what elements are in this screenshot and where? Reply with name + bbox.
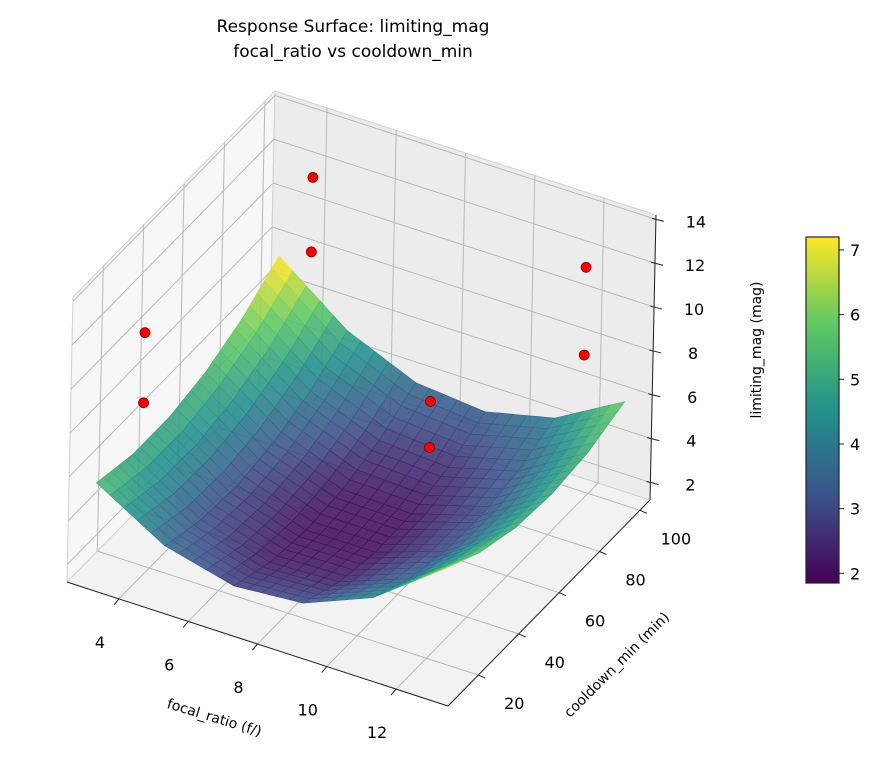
scatter-point	[307, 171, 319, 183]
y-tick	[518, 633, 526, 638]
gridline-x	[528, 175, 536, 461]
x-tick	[113, 598, 120, 606]
x-tick-label: 8	[233, 678, 243, 697]
z-axis-line	[649, 214, 657, 501]
x-tick-label: 4	[95, 633, 105, 652]
gridline-x	[395, 482, 599, 690]
scatter-point	[138, 397, 149, 409]
y-tick	[478, 674, 486, 679]
z-tick-label: 14	[686, 212, 706, 231]
y-tick	[558, 592, 567, 597]
scatter-point	[425, 396, 436, 407]
surface-facet	[429, 565, 451, 576]
z-tick	[649, 305, 663, 310]
y-tick-label: 100	[661, 529, 692, 548]
y-tick	[639, 509, 648, 514]
z-tick-label: 2	[685, 475, 695, 494]
gridline-z	[271, 226, 654, 352]
gridline-z	[72, 95, 276, 302]
y-tick-label: 60	[585, 612, 605, 631]
z-tick-label: 10	[684, 300, 704, 319]
gridline-y	[97, 550, 479, 676]
gridline-x	[459, 152, 466, 439]
colorbar: 2 3 4 5 6 7	[805, 236, 860, 584]
gridline-z	[71, 138, 275, 346]
z-axis-label: limiting_mag (mag)	[749, 281, 765, 418]
gridline-z	[69, 226, 273, 434]
y-tick-label: 20	[504, 694, 524, 713]
y-tick-label: 40	[545, 653, 565, 672]
x-tick	[321, 666, 328, 673]
gridline-z	[273, 138, 656, 264]
z-tick-label: 8	[688, 344, 698, 363]
x-tick-label: 10	[298, 701, 318, 720]
scatter-points	[138, 171, 592, 453]
colorbar-tick-label: 4	[850, 435, 860, 454]
z-tick	[650, 261, 664, 266]
x-tick	[252, 643, 258, 651]
gridline-z	[274, 94, 657, 220]
x-axis-label: focal_ratio (f/)	[165, 696, 263, 740]
tick-labels: 4 6 8 10 12 20 40 60 80 100 2 4 6 8 10 12 14	[95, 212, 706, 742]
z-tick	[646, 480, 659, 485]
gridline-z	[68, 270, 272, 478]
colorbar-tick-label: 5	[850, 370, 860, 389]
gridline-z	[271, 270, 653, 396]
z-tick-label: 4	[686, 432, 696, 451]
z-tick	[647, 437, 660, 442]
colorbar-tick-label: 6	[850, 306, 860, 325]
x-tick-label: 12	[367, 723, 387, 742]
z-tick-label: 6	[687, 388, 697, 407]
axis-lines	[66, 214, 665, 707]
colorbar-tick-label: 3	[850, 500, 860, 519]
z-tick-label: 12	[685, 256, 705, 275]
scatter-point	[139, 327, 151, 339]
z-tick	[649, 349, 662, 354]
gridline-z	[70, 182, 274, 390]
scatter-point	[424, 442, 435, 453]
z-tick	[648, 393, 661, 398]
colorbar-gradient	[805, 236, 840, 584]
z-tick	[651, 217, 665, 222]
scatter-point	[305, 246, 317, 258]
chart-title: Response Surface: limiting_mag	[217, 17, 490, 37]
colorbar-tick-label: 2	[850, 564, 860, 583]
scatter-point	[580, 261, 592, 273]
gridline-y	[96, 266, 104, 552]
y-axis-label: cooldown_min (min)	[561, 609, 672, 720]
y-tick	[599, 551, 607, 555]
colorbar-tick-label: 7	[850, 241, 860, 260]
y-axis-line	[447, 499, 651, 707]
x-tick	[390, 688, 397, 696]
x-tick	[182, 621, 189, 628]
chart-subtitle: focal_ratio vs cooldown_min	[233, 42, 473, 62]
x-tick-label: 6	[164, 655, 174, 674]
scatter-point	[578, 349, 590, 361]
gridline-z	[272, 182, 655, 308]
surface	[95, 255, 626, 604]
y-tick-label: 80	[625, 571, 645, 590]
